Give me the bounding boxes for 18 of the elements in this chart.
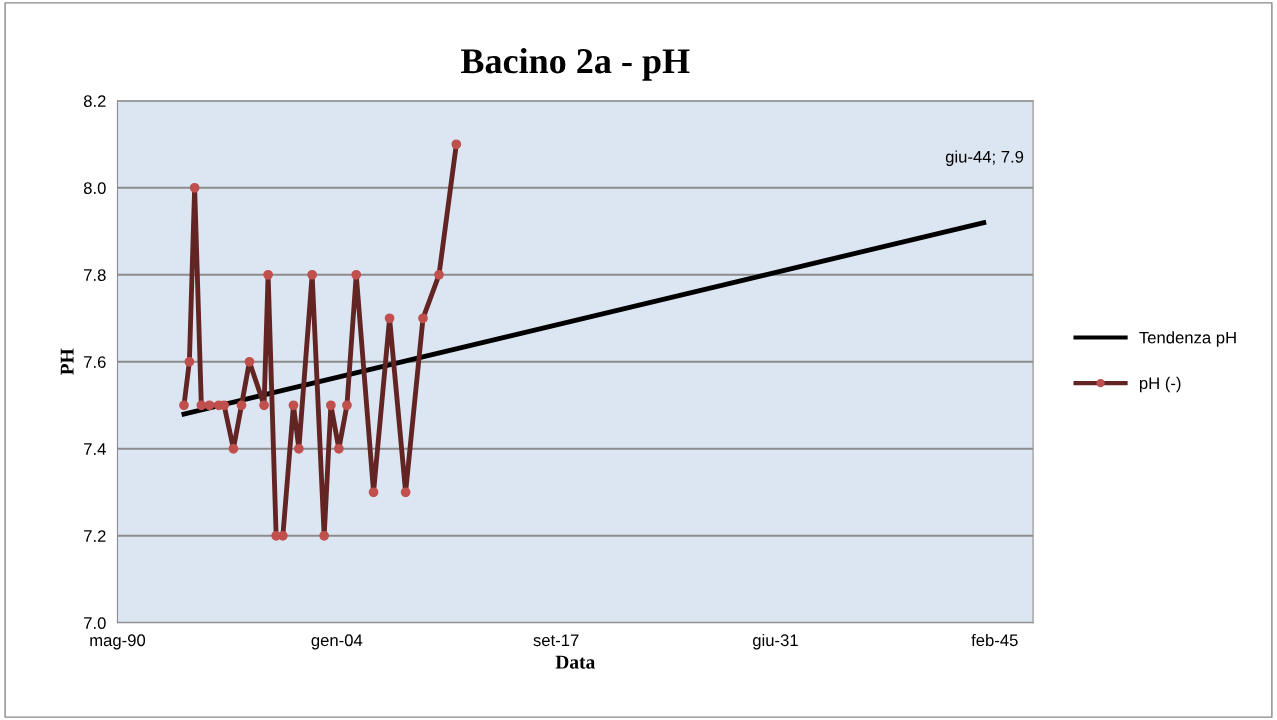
- annotation: giu-44; 7.9: [945, 150, 1024, 166]
- chart-title: Bacino 2a - pH: [461, 47, 690, 81]
- y-tick-label: 7.2: [84, 530, 106, 542]
- x-tick-label: feb-45: [971, 633, 1018, 647]
- legend-label: pH (-): [1139, 376, 1181, 393]
- y-tick-label: 7.0: [84, 617, 106, 629]
- x-tick-label: giu-31: [752, 633, 798, 650]
- y-tick-label: 7.8: [84, 269, 106, 281]
- x-tick-label: mag-90: [90, 634, 146, 650]
- legend-label: Tendenza pH: [1139, 331, 1236, 347]
- y-tick-label: 7.4: [84, 443, 106, 455]
- y-tick-label: 8.2: [83, 95, 106, 107]
- x-axis-title: Data: [555, 655, 595, 669]
- x-tick-label: gen-04: [311, 634, 363, 650]
- y-axis-title: PH: [60, 348, 74, 375]
- y-tick-label: 8.0: [83, 182, 106, 194]
- y-tick-label: 7.6: [84, 356, 106, 368]
- x-tick-label: set-17: [533, 634, 579, 647]
